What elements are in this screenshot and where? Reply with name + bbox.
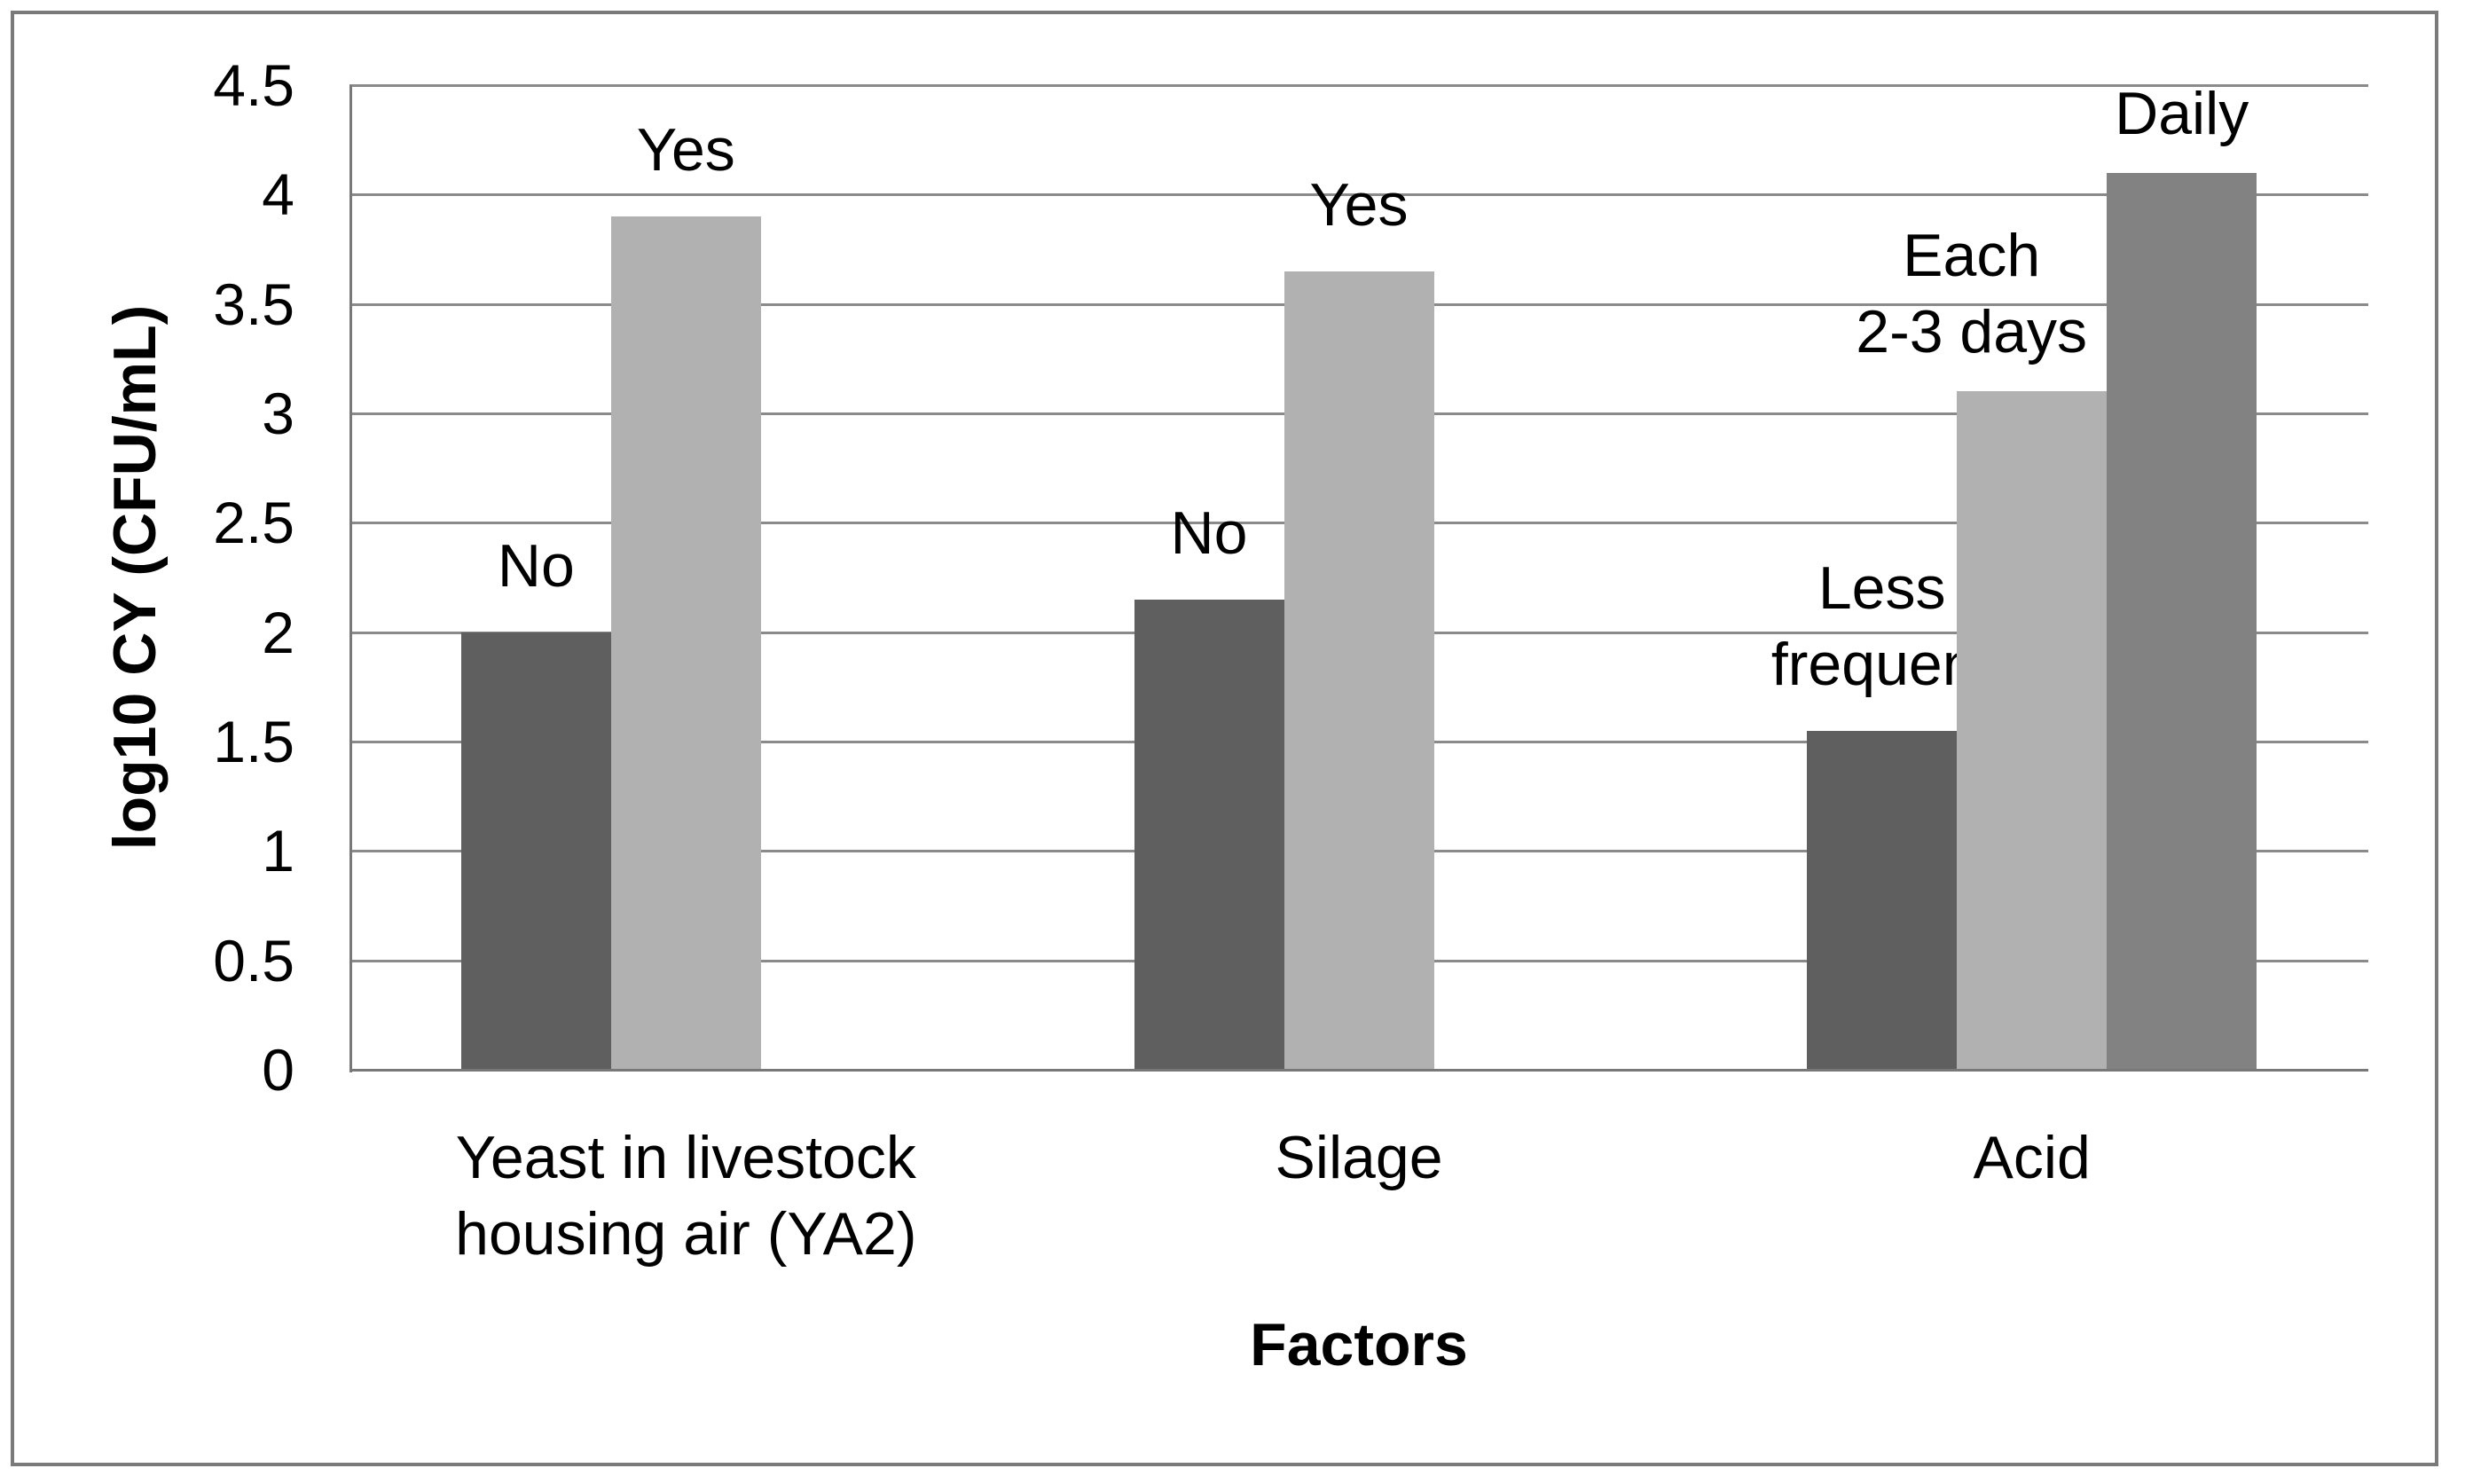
category-label: Yeast in livestock housing air (YA2) bbox=[455, 1124, 917, 1268]
y-tick-label: 1 bbox=[262, 818, 294, 884]
y-tick-label: 0.5 bbox=[213, 927, 294, 993]
y-tick-label: 0 bbox=[262, 1037, 294, 1103]
y-axis-line bbox=[349, 85, 352, 1072]
bar-label: Yes bbox=[636, 116, 735, 184]
gridline bbox=[349, 84, 2368, 87]
bar-3-series-3 bbox=[2107, 172, 2257, 1070]
category-label: Silage bbox=[1275, 1124, 1443, 1191]
category-label: Acid bbox=[1973, 1124, 2091, 1191]
gridline bbox=[349, 193, 2368, 197]
x-axis-title: Factors bbox=[1250, 1311, 1468, 1378]
bar-label: Yes bbox=[1309, 170, 1409, 239]
bar-label: No bbox=[497, 531, 575, 600]
bar-3-series-2 bbox=[1957, 391, 2108, 1070]
bar-1-series-2 bbox=[610, 216, 761, 1070]
bar-label: No bbox=[1170, 499, 1248, 567]
figure-border bbox=[11, 11, 2438, 1466]
bar-3-series-1 bbox=[1807, 730, 1958, 1070]
y-axis-title: log10 CY (CFU/mL) bbox=[101, 304, 169, 851]
y-tick-label: 2 bbox=[262, 599, 294, 665]
bar-2-series-2 bbox=[1284, 271, 1434, 1070]
bar-label: Daily bbox=[2115, 79, 2249, 147]
y-tick-label: 1.5 bbox=[213, 709, 294, 774]
y-tick-label: 4.5 bbox=[213, 52, 294, 118]
bar-label: Each 2-3 days bbox=[1856, 222, 2088, 366]
y-tick-label: 4 bbox=[262, 161, 294, 228]
bar-1-series-1 bbox=[460, 632, 611, 1070]
bar-label: Less frequent bbox=[1770, 554, 1993, 698]
x-axis-line bbox=[349, 1069, 2368, 1072]
bar-2-series-1 bbox=[1134, 599, 1284, 1070]
y-tick-label: 3 bbox=[262, 381, 294, 446]
y-tick-label: 3.5 bbox=[213, 271, 294, 337]
y-tick-label: 2.5 bbox=[213, 490, 294, 556]
